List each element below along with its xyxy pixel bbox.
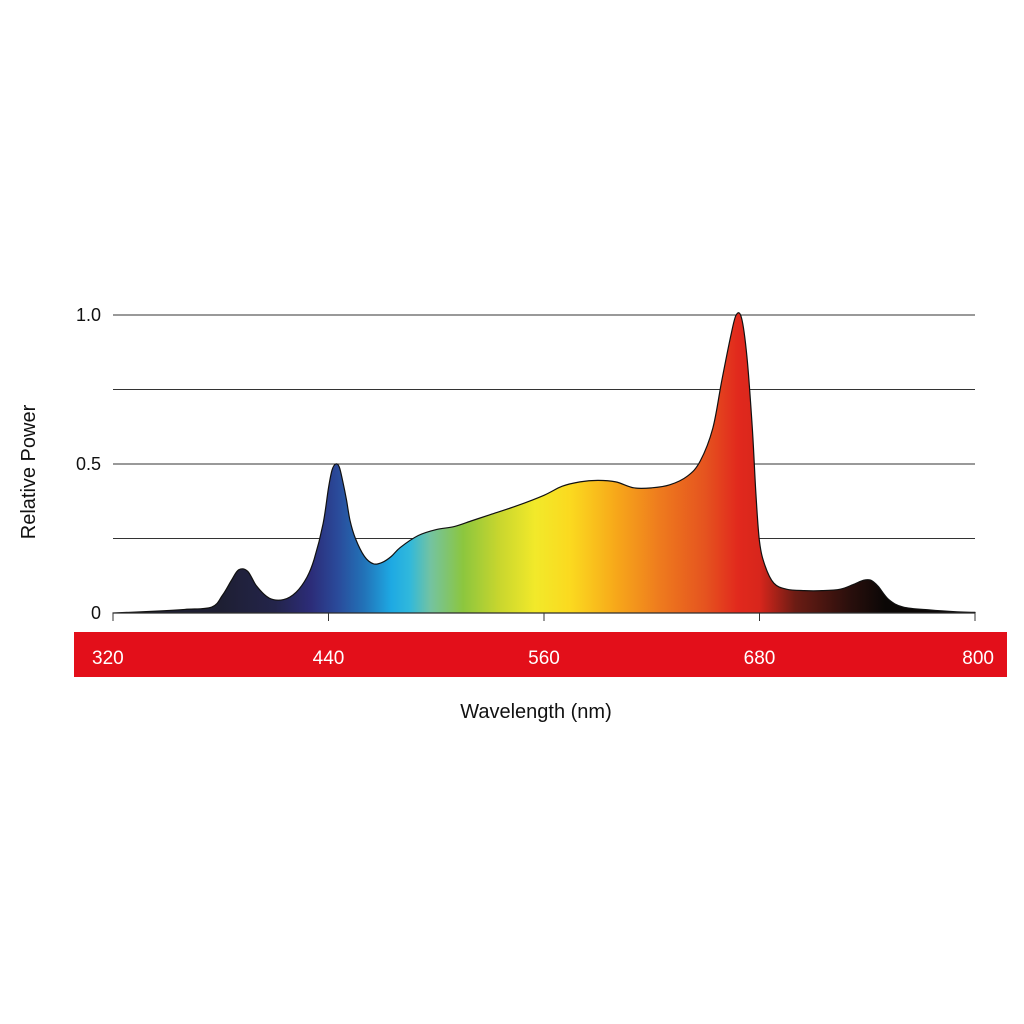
x-tick-label: 560 (528, 648, 560, 669)
x-axis-title: Wavelength (nm) (460, 701, 612, 723)
x-tick-label: 440 (313, 648, 345, 669)
y-axis-ticks: 0 0.5 1.0 (76, 305, 101, 623)
y-tick-label: 1.0 (76, 305, 101, 325)
x-axis-tick-marks (112, 613, 976, 621)
wavelength-band (74, 632, 1007, 677)
plot-area (112, 312, 976, 614)
x-tick-label: 800 (962, 648, 994, 669)
x-axis-ticks: 320 440 560 680 800 (92, 648, 994, 669)
x-tick-label: 320 (92, 648, 124, 669)
spectrum-area (112, 312, 976, 614)
y-tick-label: 0.5 (76, 454, 101, 474)
y-axis-title: Relative Power (18, 404, 40, 539)
x-tick-label: 680 (744, 648, 776, 669)
y-tick-label: 0 (91, 603, 101, 623)
